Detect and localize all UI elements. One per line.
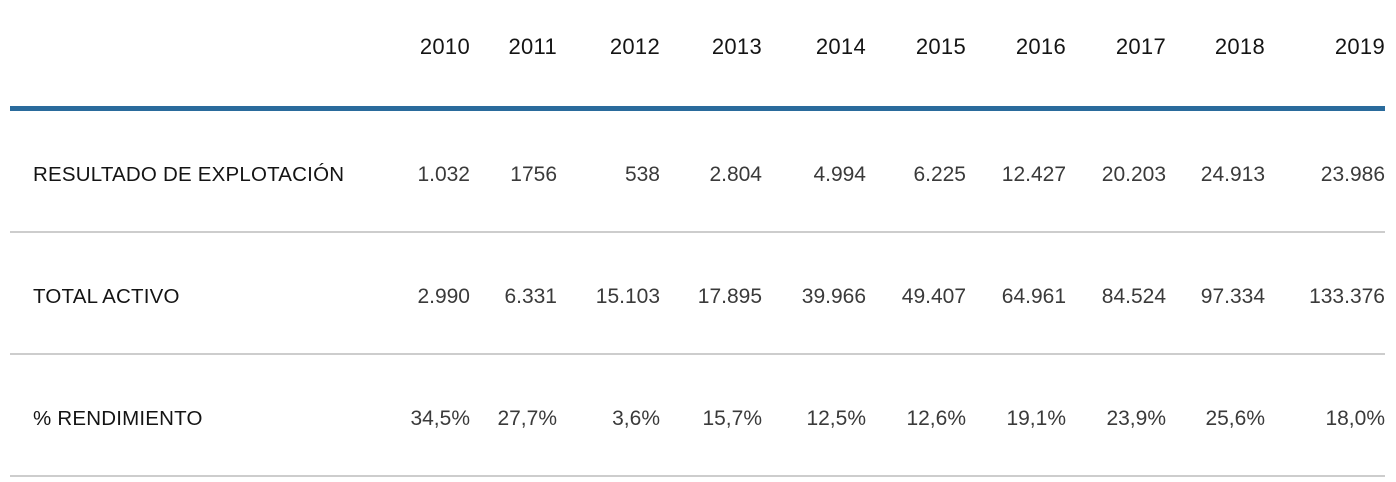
value-cell: 24.913 <box>1200 163 1265 187</box>
value-cell: 1756 <box>510 163 557 187</box>
value-cell: 23,9% <box>1106 407 1166 431</box>
value-cell: 27,7% <box>497 407 557 431</box>
row-label: TOTAL ACTIVO <box>33 284 180 308</box>
table-row-resultado-de-explotacion: RESULTADO DE EXPLOTACIÓN 1.032 1756 538 … <box>33 111 1396 231</box>
year-header-cell: 2018 <box>1214 33 1265 59</box>
value-cell: 133.376 <box>1309 285 1385 309</box>
row-divider <box>10 353 1385 355</box>
value-cell: 538 <box>624 163 660 187</box>
value-cell: 3,6% <box>612 407 660 431</box>
value-cell: 23.986 <box>1320 163 1385 187</box>
value-cell: 25,6% <box>1205 407 1265 431</box>
year-header-cell: 2013 <box>711 33 762 59</box>
value-cell: 39.966 <box>801 285 866 309</box>
value-cell: 49.407 <box>901 285 966 309</box>
bottom-divider <box>10 475 1385 477</box>
value-cell: 34,5% <box>410 407 470 431</box>
year-header-cell: 2011 <box>508 33 557 59</box>
value-cell: 19,1% <box>1006 407 1066 431</box>
value-cell: 17.895 <box>697 285 762 309</box>
value-cell: 97.334 <box>1200 285 1265 309</box>
row-label: RESULTADO DE EXPLOTACIÓN <box>33 162 345 186</box>
value-cell: 18,0% <box>1325 407 1385 431</box>
header-accent-divider <box>10 106 1385 111</box>
year-header-cell: 2012 <box>609 33 660 59</box>
year-header-cell: 2019 <box>1334 33 1385 59</box>
value-cell: 2.804 <box>709 163 762 187</box>
table-row-total-activo: TOTAL ACTIVO 2.990 6.331 15.103 17.895 3… <box>33 233 1396 353</box>
value-cell: 2.990 <box>417 285 470 309</box>
value-cell: 6.331 <box>504 285 557 309</box>
value-cell: 12.427 <box>1001 163 1066 187</box>
year-header-cell: 2016 <box>1015 33 1066 59</box>
value-cell: 15.103 <box>595 285 660 309</box>
value-cell: 4.994 <box>813 163 866 187</box>
value-cell: 6.225 <box>913 163 966 187</box>
value-cell: 1.032 <box>417 163 470 187</box>
year-header-row: 2010 2011 2012 2013 2014 2015 2016 2017 … <box>33 0 1396 106</box>
year-header-cell: 2010 <box>419 33 470 59</box>
value-cell: 15,7% <box>702 407 762 431</box>
value-cell: 12,5% <box>806 407 866 431</box>
year-header-cell: 2015 <box>915 33 966 59</box>
year-header-cell: 2014 <box>815 33 866 59</box>
row-divider <box>10 231 1385 233</box>
row-label: % RENDIMIENTO <box>33 406 203 430</box>
value-cell: 12,6% <box>906 407 966 431</box>
table-row-rendimiento: % RENDIMIENTO 34,5% 27,7% 3,6% 15,7% 12,… <box>33 355 1396 475</box>
value-cell: 84.524 <box>1101 285 1166 309</box>
value-cell: 64.961 <box>1001 285 1066 309</box>
value-cell: 20.203 <box>1101 163 1166 187</box>
year-header-cell: 2017 <box>1115 33 1166 59</box>
